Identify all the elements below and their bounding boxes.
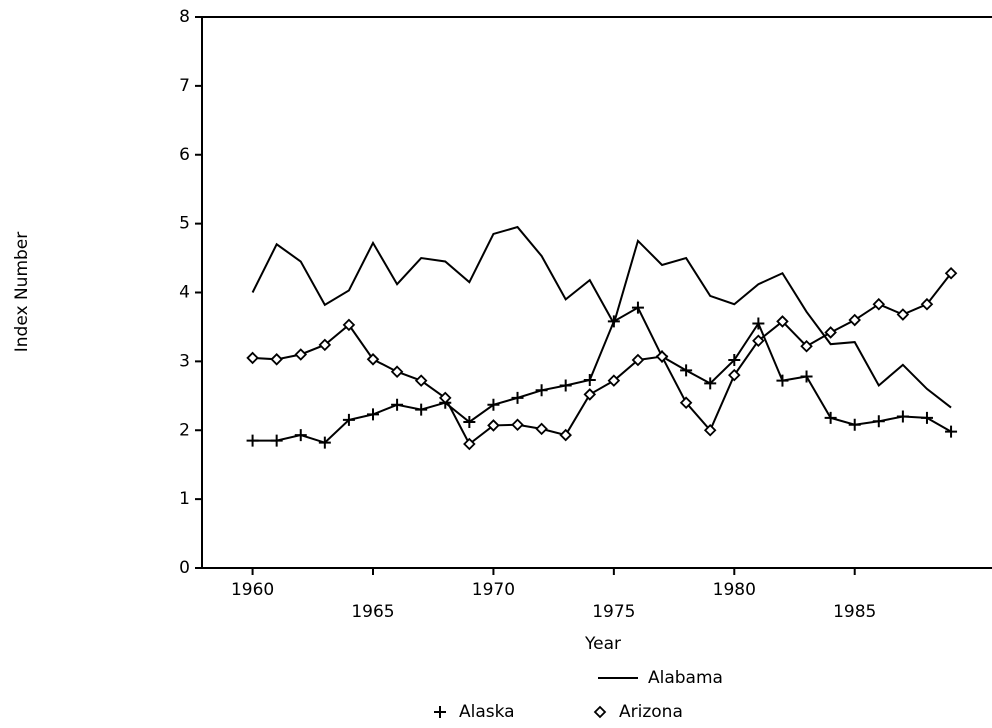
marker-plus xyxy=(945,425,958,438)
marker-diamond xyxy=(824,326,837,339)
y-tick-label: 4 xyxy=(179,283,190,303)
marker-plus xyxy=(270,434,283,447)
marker-diamond xyxy=(655,350,669,363)
marker-plus xyxy=(294,429,307,442)
marker-plus xyxy=(680,364,693,377)
marker-diamond xyxy=(535,422,548,436)
marker-plus xyxy=(824,411,837,424)
marker-diamond xyxy=(438,391,452,405)
marker-diamond xyxy=(318,338,332,352)
marker-diamond xyxy=(607,374,621,387)
x-tick-label: 1965 xyxy=(351,602,394,622)
legend-label: Arizona xyxy=(619,702,683,722)
marker-plus xyxy=(752,317,765,330)
marker-plus xyxy=(487,398,500,411)
marker-plus xyxy=(704,377,717,390)
marker-plus xyxy=(367,408,380,421)
marker-diamond xyxy=(872,297,886,311)
marker-diamond xyxy=(559,428,572,442)
marker-plus xyxy=(776,374,789,387)
legend-label: Alaska xyxy=(459,702,515,722)
marker-diamond xyxy=(246,351,259,365)
legend-marker xyxy=(434,706,446,718)
y-tick-label: 8 xyxy=(179,7,190,27)
x-tick-label: 1970 xyxy=(472,580,515,600)
marker-diamond xyxy=(679,396,693,409)
series-line xyxy=(251,225,952,409)
marker-diamond xyxy=(848,313,861,327)
marker-plus xyxy=(511,391,524,404)
marker-diamond xyxy=(703,423,717,437)
x-axis-label: Year xyxy=(584,634,621,654)
marker-diamond xyxy=(342,318,356,332)
legend-label: Alabama xyxy=(648,668,723,688)
x-tick-label: 1980 xyxy=(713,580,756,600)
marker-diamond xyxy=(776,315,789,328)
marker-plus xyxy=(583,373,596,386)
y-tick-label: 7 xyxy=(179,76,190,96)
marker-plus xyxy=(391,398,404,411)
y-axis-label: Index Number xyxy=(12,232,32,353)
marker-diamond xyxy=(414,374,428,387)
marker-plus xyxy=(607,315,620,328)
marker-plus xyxy=(631,301,644,314)
marker-plus xyxy=(415,403,428,416)
marker-diamond xyxy=(800,339,813,353)
marker-plus xyxy=(728,353,741,366)
y-tick-label: 2 xyxy=(179,420,190,440)
marker-plus xyxy=(535,384,548,397)
x-tick-label: 1985 xyxy=(833,602,876,622)
marker-diamond xyxy=(366,353,380,366)
marker-plus xyxy=(872,415,885,428)
marker-plus xyxy=(246,434,259,447)
marker-diamond xyxy=(390,365,404,378)
y-tick-label: 5 xyxy=(179,214,190,234)
marker-plus xyxy=(318,436,331,449)
marker-diamond xyxy=(752,334,765,347)
legend-marker xyxy=(593,705,607,719)
marker-diamond xyxy=(631,353,645,367)
y-tick-label: 1 xyxy=(179,489,190,509)
marker-diamond xyxy=(944,266,958,280)
y-tick-label: 0 xyxy=(179,558,190,578)
marker-diamond xyxy=(463,437,476,451)
x-tick-label: 1960 xyxy=(231,580,274,600)
marker-diamond xyxy=(583,388,597,401)
marker-diamond xyxy=(487,419,500,432)
x-tick-label: 1975 xyxy=(592,602,635,622)
marker-plus xyxy=(920,411,933,424)
marker-plus xyxy=(848,418,861,431)
marker-diamond xyxy=(728,368,741,382)
marker-plus xyxy=(800,370,813,383)
series-line xyxy=(252,306,952,444)
y-tick-label: 3 xyxy=(179,351,190,371)
marker-diamond xyxy=(896,308,910,321)
marker-diamond xyxy=(270,353,283,366)
marker-plus xyxy=(463,415,476,428)
marker-plus xyxy=(559,379,572,392)
marker-plus xyxy=(896,410,909,423)
y-tick-label: 6 xyxy=(179,145,190,165)
marker-diamond xyxy=(294,348,308,361)
marker-diamond xyxy=(511,418,524,432)
marker-plus xyxy=(342,413,355,426)
marker-diamond xyxy=(920,297,934,311)
